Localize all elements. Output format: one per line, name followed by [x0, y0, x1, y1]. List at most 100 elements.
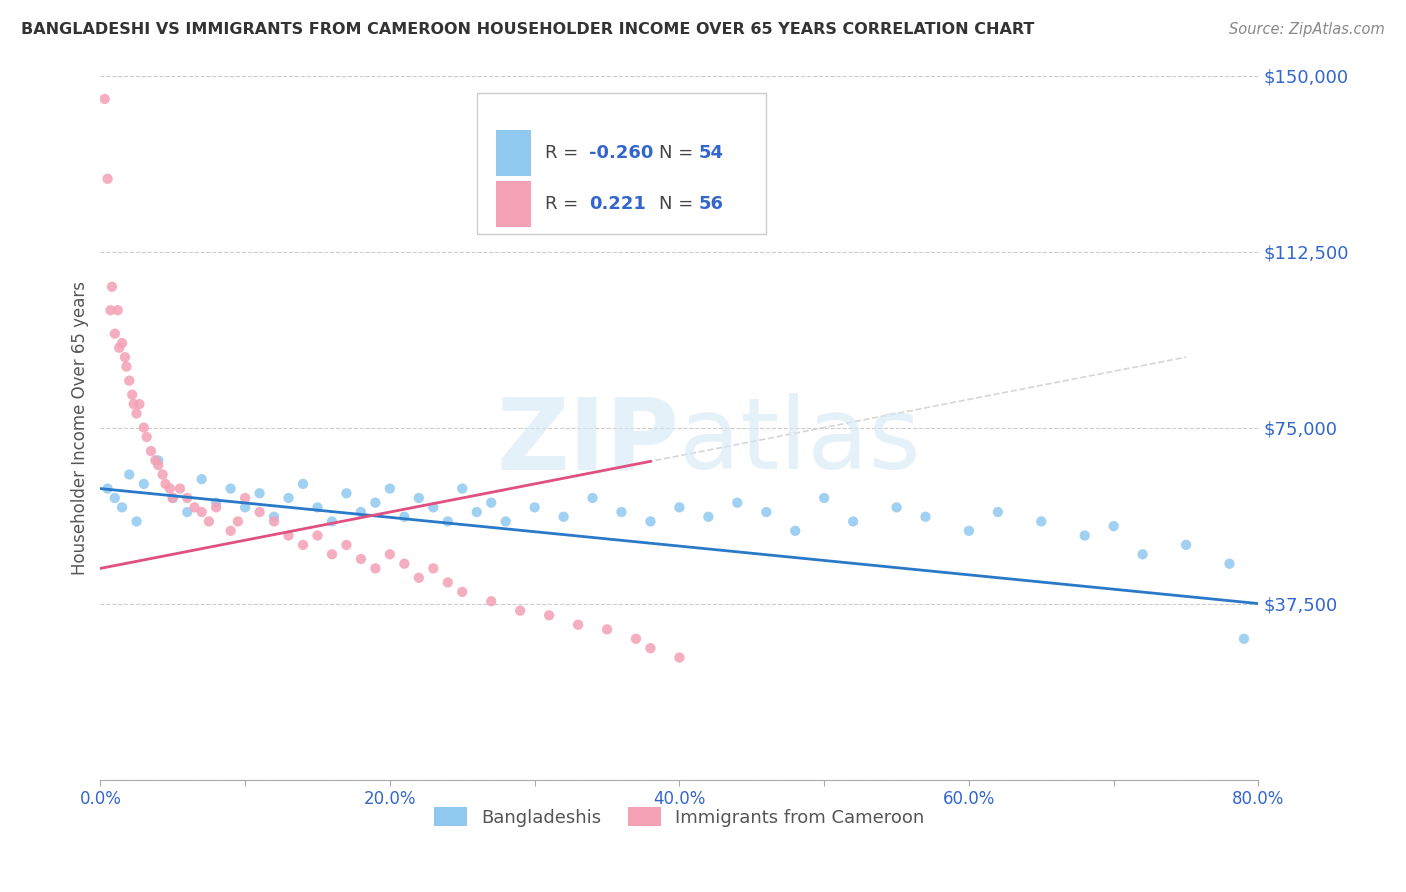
Point — [364, 561, 387, 575]
Point — [190, 472, 212, 486]
Point — [307, 528, 329, 542]
Text: BANGLADESHI VS IMMIGRANTS FROM CAMEROON HOUSEHOLDER INCOME OVER 65 YEARS CORRELA: BANGLADESHI VS IMMIGRANTS FROM CAMEROON … — [21, 22, 1035, 37]
Point — [101, 279, 124, 293]
Point — [640, 641, 662, 656]
Point — [176, 505, 198, 519]
Point — [668, 650, 690, 665]
Point — [364, 496, 387, 510]
Point — [125, 515, 148, 529]
Point — [104, 491, 127, 505]
Point — [198, 515, 221, 529]
Point — [422, 561, 444, 575]
Point — [263, 515, 285, 529]
Point — [1233, 632, 1256, 646]
Bar — [496, 181, 531, 227]
Point — [394, 557, 416, 571]
Point — [1218, 557, 1240, 571]
Point — [335, 486, 357, 500]
Point — [159, 482, 181, 496]
Point — [139, 444, 162, 458]
Point — [100, 303, 122, 318]
Point — [292, 476, 315, 491]
Point — [205, 500, 228, 515]
Point — [233, 491, 256, 505]
Point — [408, 571, 430, 585]
Point — [755, 505, 778, 519]
Point — [97, 171, 120, 186]
Point — [610, 505, 633, 519]
Point — [640, 515, 662, 529]
Point — [495, 515, 517, 529]
Text: R =: R = — [546, 144, 583, 161]
Point — [725, 496, 748, 510]
Point — [581, 491, 603, 505]
Point — [93, 92, 115, 106]
Point — [176, 491, 198, 505]
Point — [321, 515, 343, 529]
Text: N =: N = — [658, 194, 699, 212]
Point — [479, 594, 502, 608]
Point — [155, 476, 177, 491]
Point — [107, 303, 129, 318]
Point — [292, 538, 315, 552]
Y-axis label: Householder Income Over 65 years: Householder Income Over 65 years — [72, 281, 89, 574]
Point — [219, 524, 242, 538]
Point — [162, 491, 184, 505]
Point — [523, 500, 546, 515]
Point — [451, 585, 474, 599]
Point — [451, 482, 474, 496]
Point — [152, 467, 174, 482]
Point — [378, 547, 401, 561]
Point — [321, 547, 343, 561]
Point — [509, 604, 531, 618]
Point — [148, 453, 170, 467]
Point — [553, 509, 575, 524]
Text: atlas: atlas — [679, 393, 921, 490]
Text: ZIP: ZIP — [496, 393, 679, 490]
Point — [249, 505, 271, 519]
Point — [114, 350, 136, 364]
Point — [842, 515, 865, 529]
Point — [135, 430, 157, 444]
Point — [128, 397, 150, 411]
Point — [394, 509, 416, 524]
Text: R =: R = — [546, 194, 583, 212]
Point — [350, 552, 373, 566]
Point — [422, 500, 444, 515]
Text: 0.221: 0.221 — [589, 194, 645, 212]
Point — [162, 491, 184, 505]
Point — [307, 500, 329, 515]
Point — [987, 505, 1010, 519]
Point — [277, 491, 299, 505]
Point — [408, 491, 430, 505]
Point — [1102, 519, 1125, 533]
Point — [219, 482, 242, 496]
Point — [205, 496, 228, 510]
Point — [226, 515, 249, 529]
Point — [436, 575, 458, 590]
Point — [111, 500, 134, 515]
Point — [263, 509, 285, 524]
Point — [111, 336, 134, 351]
Point — [567, 617, 589, 632]
Point — [118, 467, 141, 482]
Point — [1074, 528, 1097, 542]
Point — [233, 500, 256, 515]
Bar — [496, 130, 531, 176]
Text: Source: ZipAtlas.com: Source: ZipAtlas.com — [1229, 22, 1385, 37]
Point — [465, 505, 488, 519]
Point — [104, 326, 127, 341]
Point — [132, 420, 155, 434]
Point — [115, 359, 138, 374]
Point — [624, 632, 647, 646]
Point — [813, 491, 835, 505]
Point — [122, 397, 145, 411]
Point — [697, 509, 720, 524]
Point — [125, 407, 148, 421]
Point — [118, 374, 141, 388]
Point — [785, 524, 807, 538]
Point — [121, 387, 143, 401]
Point — [378, 482, 401, 496]
Point — [479, 496, 502, 510]
Point — [1175, 538, 1198, 552]
